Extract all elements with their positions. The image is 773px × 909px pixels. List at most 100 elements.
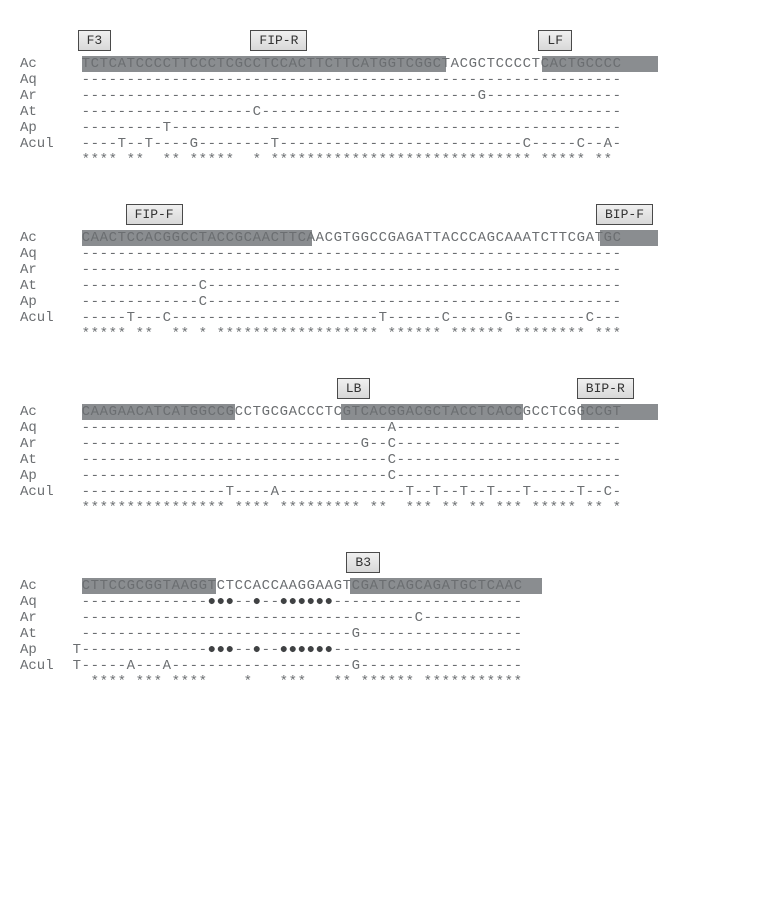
species-label: At [20,626,72,642]
sequence-text: -----A---A--------------------G---------… [82,658,523,674]
sequence-text: CAACTCCACGGCCTACCGCAACTTCAACGTGGCCGAGATT… [82,230,622,246]
species-label: Ar [20,436,72,452]
sequence-text: ----------------------------------------… [82,88,622,104]
consensus-stars: **** ** ** ***** * *********************… [82,152,622,168]
alignment-block-3: LBBIP-RAc CAAGAACATCATGGCCGCCTGCGACCCTCG… [20,378,753,516]
seq-row-aq: Aq -------------------------------------… [20,594,753,610]
species-label: Acul [20,136,72,152]
consensus-stars: **************** **** ********* ** *** *… [82,500,622,516]
sequence-text: ----------------------------------A-----… [82,420,622,436]
seq-row-aq: Aq -------------------------------------… [20,246,753,262]
seq-row-acul: Acul ----T--T----G--------T-------------… [20,136,753,152]
lead-char [72,404,82,420]
species-label: Ap [20,642,72,658]
species-label: At [20,452,72,468]
seq-row-ac: Ac TCTCATCCCCTTCCCTCGCCTCCACTTCTTCATGGTC… [20,56,753,72]
seq-row-acul: Acul -----T---C-----------------------T-… [20,310,753,326]
species-label: Acul [20,310,72,326]
species-label: Ac [20,404,72,420]
seq-row-acul: Acul ----------------T----A-------------… [20,484,753,500]
sequence-text: ----------------------------------------… [82,642,523,658]
alignment-block-2: FIP-F BIP-F Ac CAACTCCACGGCCTACCGCAACTTCAA… [20,204,753,342]
sequence-text: -----T---C-----------------------T------… [82,310,622,326]
seq-row-at: At -------------------C-----------------… [20,104,753,120]
lead-char [72,262,82,278]
seq-row-aq: Aq -------------------------------------… [20,72,753,88]
seq-row-at: At ----------------------------------C--… [20,452,753,468]
lead-char: T [72,642,82,658]
sequence-text: -------------------------------------C--… [82,610,523,626]
sequence-text: -------------------------------G--C-----… [82,436,622,452]
lead-char [72,278,82,294]
sequence-text: ----------------------------------C-----… [82,452,622,468]
lead-char [72,104,82,120]
lead-char [72,246,82,262]
seq-row-ap: Ap ----------------------------------C--… [20,468,753,484]
primer-tag-lf: LF [538,30,572,51]
primer-tags: B3 [82,552,753,578]
species-label: Acul [20,658,72,674]
species-label: Aq [20,246,72,262]
sequence-text: ------------------------------G---------… [82,626,523,642]
primer-tag-b3: B3 [346,552,380,573]
sequence-text: ----------------T----A--------------T--T… [82,484,622,500]
species-label: Ar [20,262,72,278]
lead-char [72,626,82,642]
sequence-text: TCTCATCCCCTTCCCTCGCCTCCACTTCTTCATGGTCGGC… [82,56,622,72]
sequence-text: ----------------------------------------… [82,246,622,262]
sequence-text: ---------T------------------------------… [82,120,622,136]
sequence-text: -------------------C--------------------… [82,104,622,120]
lead-char [72,452,82,468]
lead-char [72,468,82,484]
sequence-text: ----------------------------------------… [82,72,622,88]
alignment-figure: F3 FIP-R LF Ac TCTCATCCCCTTCCCTCGCCTCCACTTC… [0,0,773,746]
species-label: Ar [20,88,72,104]
sequence-text: ----T--T----G--------T------------------… [82,136,622,152]
sequence-text: ----------------------------------------… [82,594,523,610]
species-label: Aq [20,72,72,88]
seq-row-acul: AculT-----A---A--------------------G----… [20,658,753,674]
species-label: Ac [20,230,72,246]
sequence-text: ----------------------------------C-----… [82,468,622,484]
seq-row-ap: ApT-------------------------------------… [20,642,753,658]
species-label: At [20,278,72,294]
lead-char [72,610,82,626]
lead-char [72,594,82,610]
primer-tag-bipf: BIP-F [596,204,653,225]
sequence-text: CTTCCGCGGTAAGGTCTCCACCAAGGAAGTCGATCAGCAG… [82,578,523,594]
lead-char [72,72,82,88]
alignment-block-4: B3 Ac CTTCCGCGGTAAGGTCTCCACCAAGGAAGTCGATC… [20,552,753,690]
lead-char [72,484,82,500]
primer-tag-fipf: FIP-F [126,204,183,225]
lead-char [72,578,82,594]
lead-char [72,88,82,104]
sequence-text: CAAGAACATCATGGCCGCCTGCGACCCTCGTCACGGACGC… [82,404,622,420]
seq-row-ap: Ap -------------C-----------------------… [20,294,753,310]
seq-row-at: At -------------C-----------------------… [20,278,753,294]
primer-tags: F3FIP-RLF [82,30,753,56]
primer-tag-fipr: FIP-R [250,30,307,51]
sequence-text: -------------C--------------------------… [82,278,622,294]
seq-row-ar: Ar -------------------------------------… [20,610,753,626]
consensus-row: **************** **** ********* ** *** *… [20,500,753,516]
species-label: Ap [20,468,72,484]
species-label: Aq [20,420,72,436]
sequence-text: -------------C--------------------------… [82,294,622,310]
primer-tag-f3: F3 [78,30,112,51]
lead-char [72,56,82,72]
seq-row-ac: Ac CAAGAACATCATGGCCGCCTGCGACCCTCGTCACGGA… [20,404,753,420]
species-label: Aq [20,594,72,610]
species-label: At [20,104,72,120]
consensus-stars: **** *** **** * *** ** ****** **********… [82,674,523,690]
consensus-row: ***** ** ** * ****************** ****** … [20,326,753,342]
sequence-text: ----------------------------------------… [82,262,622,278]
species-label: Ac [20,578,72,594]
species-label: Ar [20,610,72,626]
primer-tag-bipr: BIP-R [577,378,634,399]
seq-row-ac: Ac CAACTCCACGGCCTACCGCAACTTCAACGTGGCCGAG… [20,230,753,246]
species-label: Ac [20,56,72,72]
seq-row-aq: Aq ----------------------------------A--… [20,420,753,436]
lead-char: T [72,658,82,674]
species-label: Ap [20,120,72,136]
seq-row-ac: Ac CTTCCGCGGTAAGGTCTCCACCAAGGAAGTCGATCAG… [20,578,753,594]
